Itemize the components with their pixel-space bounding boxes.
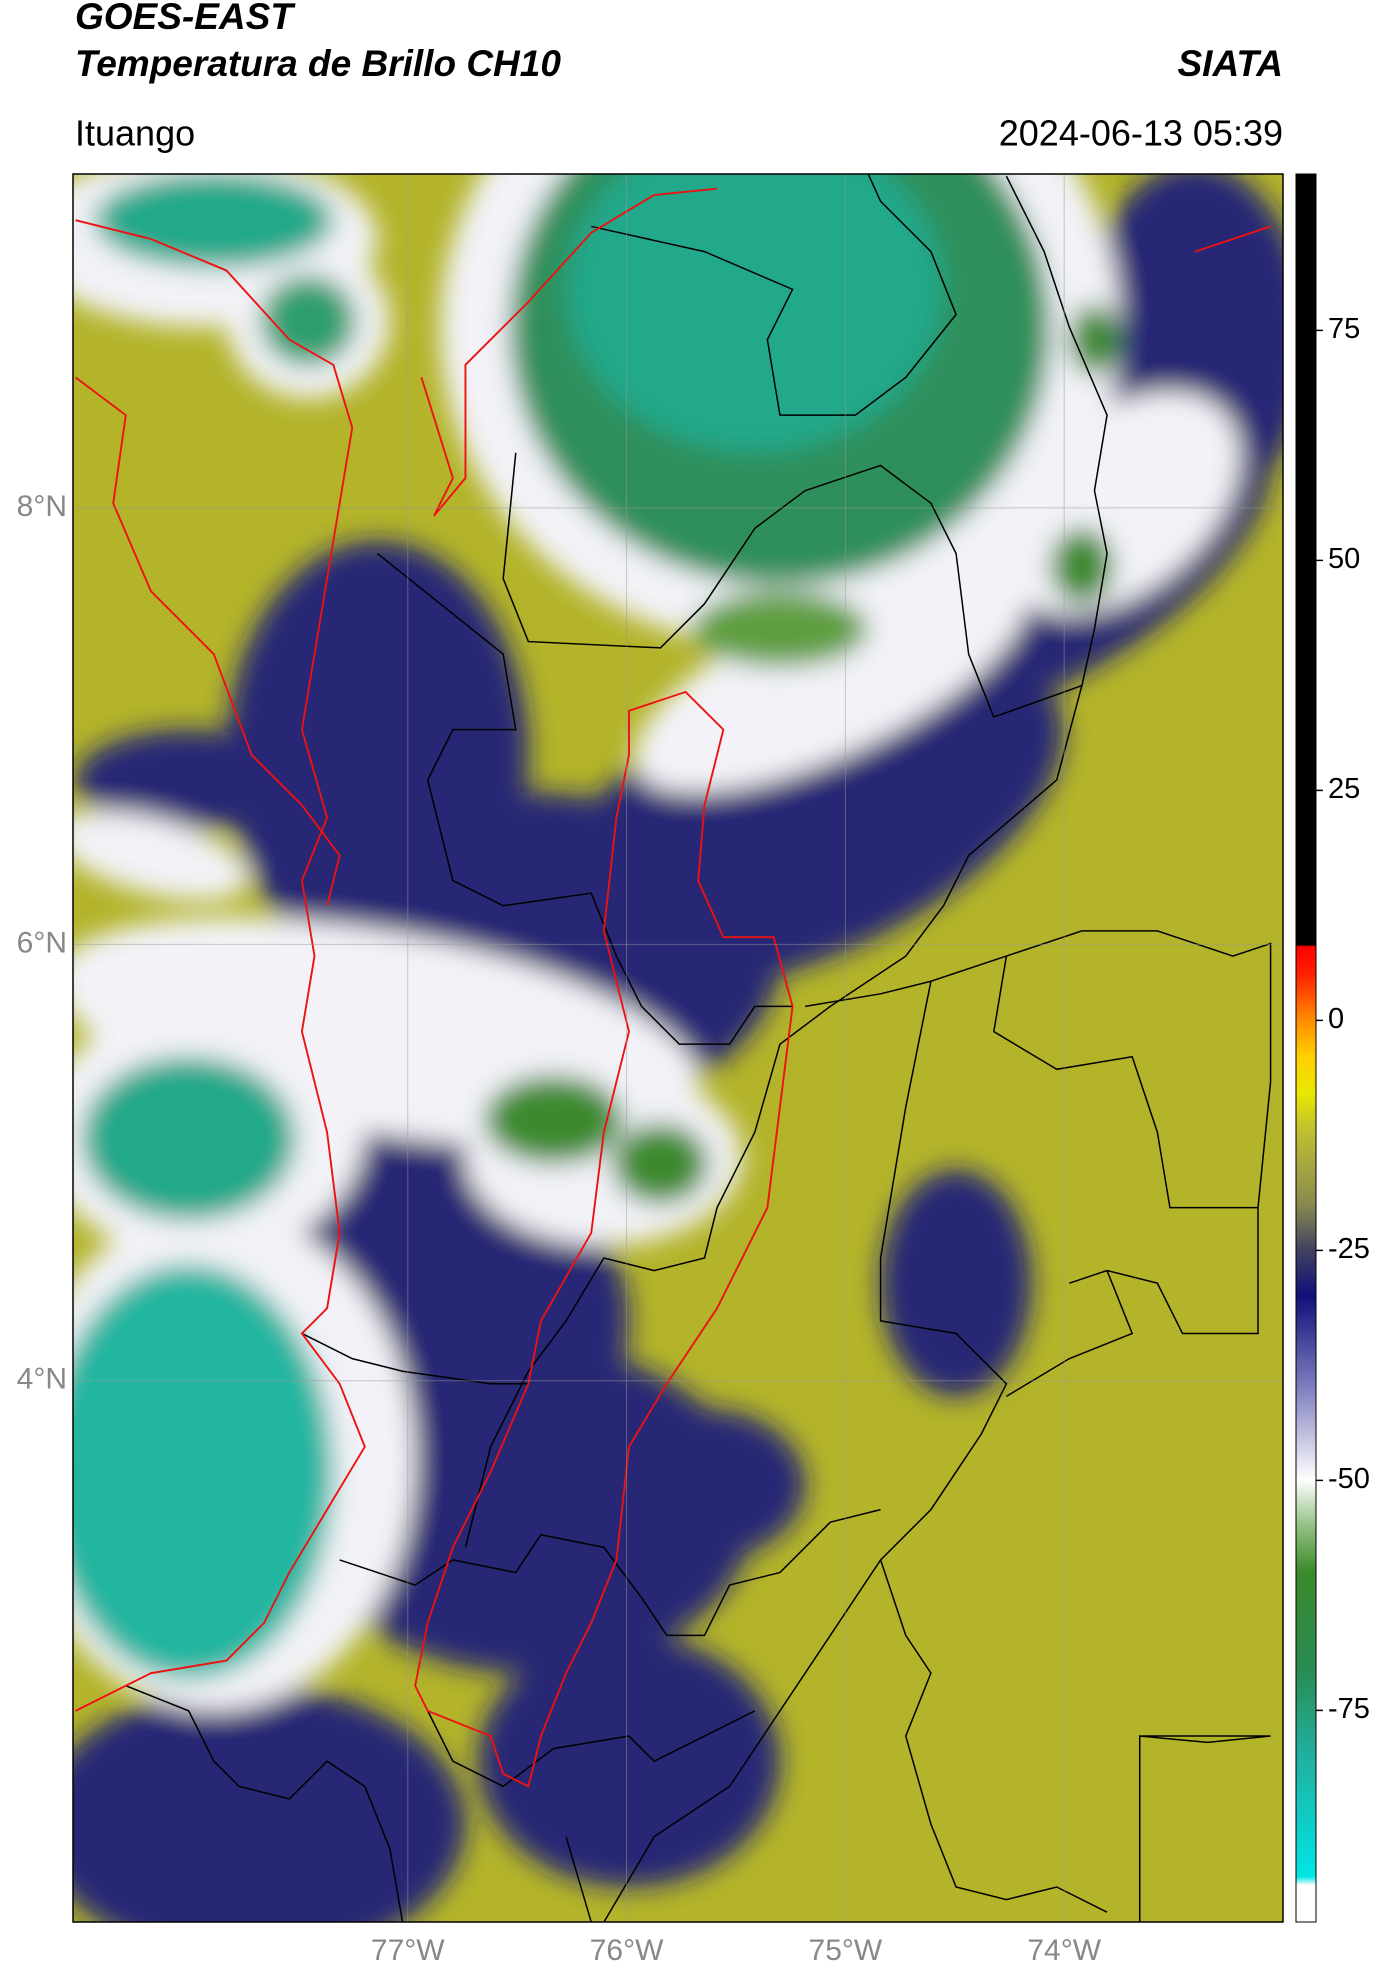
colorbar-tick-label: 25	[1328, 773, 1360, 805]
lat-label: 4°N	[17, 1363, 67, 1396]
title: GOES-EAST	[75, 0, 296, 37]
lon-label: 77°W	[371, 1934, 445, 1967]
colorbar-tick-label: 0	[1328, 1003, 1344, 1035]
map-frame	[72, 173, 1284, 1923]
colorbar	[1295, 173, 1317, 1923]
colorbar-tick-label: -25	[1328, 1233, 1370, 1265]
product: Temperatura de Brillo CH10	[75, 43, 561, 84]
lon-label: 74°W	[1027, 1934, 1101, 1967]
lat-label: 8°N	[17, 490, 67, 523]
admin-borders	[125, 174, 1272, 1922]
lon-label: 75°W	[809, 1934, 883, 1967]
source: SIATA	[1177, 43, 1283, 84]
graticule	[73, 174, 1283, 1922]
datetime: 2024-06-13 05:39	[999, 113, 1283, 154]
lon-label: 76°W	[590, 1934, 664, 1967]
colorbar-tick-label: 50	[1328, 543, 1360, 575]
colorbar-tick-label: -50	[1328, 1463, 1370, 1495]
colorbar-tick-label: 75	[1328, 313, 1360, 345]
colorbar-tick-label: -75	[1328, 1693, 1370, 1725]
satellite-image	[73, 174, 1283, 1922]
lat-label: 6°N	[17, 926, 67, 959]
location: Ituango	[75, 113, 195, 154]
region-outlines	[74, 187, 1271, 1788]
